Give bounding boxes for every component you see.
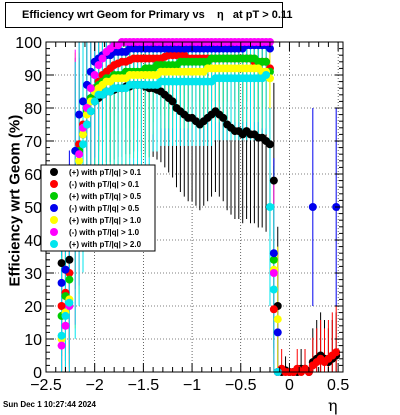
timestamp: Sun Dec 1 10:27:44 2024 [3,400,96,409]
legend-marker [50,180,58,188]
data-point [262,57,271,66]
data-point [269,249,278,258]
data-point [65,298,74,307]
data-point [79,97,88,106]
data-point [90,71,99,79]
data-point [75,156,84,165]
data-point [61,311,70,320]
data-point [75,150,84,159]
data-point [65,275,74,284]
x-tick-label: 0.5 [327,377,349,394]
data-point [57,259,66,268]
data-point [61,265,70,274]
x-axis-label: η [328,396,338,415]
data-point [61,321,70,330]
data-point [308,203,317,211]
legend-entry-label: (+) with pT/|q| > 1.0 [69,216,142,225]
data-point [98,54,107,63]
legend-entry-label: (+) with pT/|q| > 2.0 [69,240,142,249]
x-tick-label: −0.5 [225,377,257,394]
y-tick-label: 90 [24,68,42,85]
data-point [262,71,271,79]
axis-ticks: 0 10 20 30 40 50 60 70 80 90 100 −2.5 −2 −1.5 −1 −0.5 0 0… [15,35,349,394]
legend-marker [50,168,58,176]
data-point [265,203,274,211]
y-tick-label: 50 [24,200,42,217]
x-tick-label: −2.5 [30,377,62,394]
x-tick-label: −2 [86,377,104,394]
legend-marker [50,192,58,200]
data-point [273,328,282,337]
data-point [65,255,74,264]
legend-marker [50,204,58,212]
data-point [265,44,274,53]
data-point [332,348,341,357]
data-point [57,302,66,310]
data-point [57,331,66,340]
data-point [265,140,274,149]
data-point [273,315,282,324]
y-tick-label: 0 [33,365,42,382]
legend-entry-label: (-) with pT/|q| > 0.5 [69,204,140,213]
data-point [79,140,88,149]
y-tick-label: 70 [24,134,42,151]
y-tick-label: 30 [24,266,42,283]
chart-title: Efficiency wrt Geom for Primary vs η at … [5,2,293,28]
x-tick-label: 0 [285,377,294,394]
y-tick-label: 60 [24,167,42,184]
y-axis-label: Efficiency wrt Geom (%) [6,114,24,287]
data-point [269,176,278,185]
data-point [90,97,99,106]
y-tick-label: 40 [24,233,42,250]
data-point [94,61,103,70]
data-point [269,269,278,277]
legend-entry-label: (-) with pT/|q| > 0.1 [69,180,140,189]
legend: (+) with pT/|q| > 0.1 (-) with pT/|q| > 0… [40,164,156,252]
y-tick-label: 80 [24,101,42,118]
legend-entry-label: (-) with pT/|q| > 1.0 [69,228,140,237]
legend-box [40,164,156,252]
data-point [269,305,278,314]
x-tick-label: −1 [183,377,201,394]
legend-entry-label: (+) with pT/|q| > 0.1 [69,168,142,177]
legend-marker [50,240,58,248]
x-tick-label: −1.5 [128,377,160,394]
data-point [57,278,66,287]
y-tick-label: 20 [24,299,42,316]
data-point [57,341,66,350]
data-point [86,84,95,93]
data-point [79,130,88,139]
y-tick-label: 10 [24,332,42,349]
data-point [269,255,278,264]
data-markers [57,38,341,376]
legend-entry-label: (+) with pT/|q| > 0.5 [69,192,142,201]
data-point [86,107,95,116]
data-point [75,110,84,119]
data-point [269,285,278,294]
y-tick-label: 100 [15,35,42,52]
data-point [219,113,228,122]
legend-marker [50,216,58,224]
data-point [168,97,177,106]
data-point [82,120,91,129]
legend-marker [50,228,58,236]
